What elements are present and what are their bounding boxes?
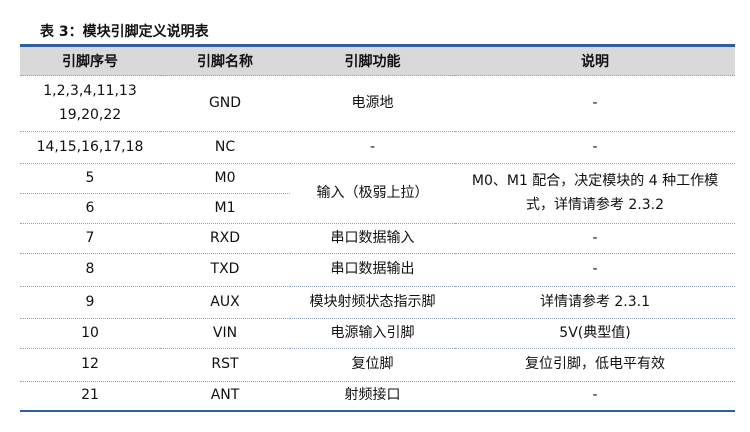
cell-pin: 14,15,16,17,18 xyxy=(20,131,160,164)
header-description: 说明 xyxy=(455,45,735,76)
cell-name: GND xyxy=(160,75,290,132)
cell-name: RXD xyxy=(160,223,290,254)
cell-desc: 复位引脚，低电平有效 xyxy=(455,348,735,382)
pin-definition-table: 引脚序号 引脚名称 引脚功能 说明 1,2,3,4,11,13 19,20,22 … xyxy=(20,44,735,412)
cell-pin: 12 xyxy=(20,348,160,382)
cell-pin: 9 xyxy=(20,286,160,319)
header-pin-name: 引脚名称 xyxy=(160,45,290,76)
cell-name: M1 xyxy=(160,193,290,224)
cell-desc: M0、M1 配合，决定模块的 4 种工作模式，详情请参考 2.3.2 xyxy=(455,163,735,224)
table-row: 8 TXD 串口数据输出 - xyxy=(20,253,735,287)
header-pin-function: 引脚功能 xyxy=(290,45,455,76)
pin-line-2: 19,20,22 xyxy=(58,106,122,123)
cell-name: TXD xyxy=(160,253,290,287)
table-row: 12 RST 复位脚 复位引脚，低电平有效 xyxy=(20,348,735,382)
cell-desc: - xyxy=(455,253,735,287)
cell-pin: 5 xyxy=(20,163,160,194)
cell-name: ANT xyxy=(160,381,290,412)
table-row: 1,2,3,4,11,13 19,20,22 GND 电源地 - xyxy=(20,75,735,132)
table-row: 9 AUX 模块射频状态指示脚 详情请参考 2.3.1 xyxy=(20,286,735,319)
cell-name: NC xyxy=(160,131,290,164)
cell-pin: 7 xyxy=(20,223,160,254)
cell-pin: 8 xyxy=(20,253,160,287)
cell-func: 电源输入引脚 xyxy=(290,318,455,349)
cell-func: 电源地 xyxy=(290,75,455,132)
cell-pin: 1,2,3,4,11,13 19,20,22 xyxy=(20,75,160,132)
cell-pin: 21 xyxy=(20,381,160,412)
table-row: 21 ANT 射频接口 - xyxy=(20,381,735,412)
table-row: 7 RXD 串口数据输入 - xyxy=(20,223,735,254)
cell-desc: 5V(典型值) xyxy=(455,318,735,349)
table-row: 6 M1 xyxy=(20,193,735,224)
cell-name: VIN xyxy=(160,318,290,349)
table-row: 5 M0 输入（极弱上拉） M0、M1 配合，决定模块的 4 种工作模式，详情请… xyxy=(20,163,735,224)
header-pin-number: 引脚序号 xyxy=(20,45,160,76)
cell-desc: - xyxy=(455,131,735,164)
cell-desc: - xyxy=(455,75,735,132)
table-row: 14,15,16,17,18 NC - - xyxy=(20,131,735,164)
cell-func: 串口数据输出 xyxy=(290,253,455,287)
cell-name: RST xyxy=(160,348,290,382)
table-header-row: 引脚序号 引脚名称 引脚功能 说明 xyxy=(20,45,735,76)
cell-desc: - xyxy=(455,381,735,412)
cell-pin: 6 xyxy=(20,193,160,224)
cell-desc: 详情请参考 2.3.1 xyxy=(455,286,735,319)
cell-func: 模块射频状态指示脚 xyxy=(290,286,455,319)
cell-name: M0 xyxy=(160,163,290,194)
pin-line-1: 1,2,3,4,11,13 xyxy=(43,82,137,99)
cell-pin: 10 xyxy=(20,318,160,349)
cell-func: 串口数据输入 xyxy=(290,223,455,254)
cell-func: - xyxy=(290,131,455,164)
cell-name: AUX xyxy=(160,286,290,319)
table-caption: 表 3：模块引脚定义说明表 xyxy=(40,24,209,40)
cell-func: 输入（极弱上拉） xyxy=(290,163,455,224)
table-row: 10 VIN 电源输入引脚 5V(典型值) xyxy=(20,318,735,349)
cell-desc: - xyxy=(455,223,735,254)
cell-func: 射频接口 xyxy=(290,381,455,412)
cell-func: 复位脚 xyxy=(290,348,455,382)
